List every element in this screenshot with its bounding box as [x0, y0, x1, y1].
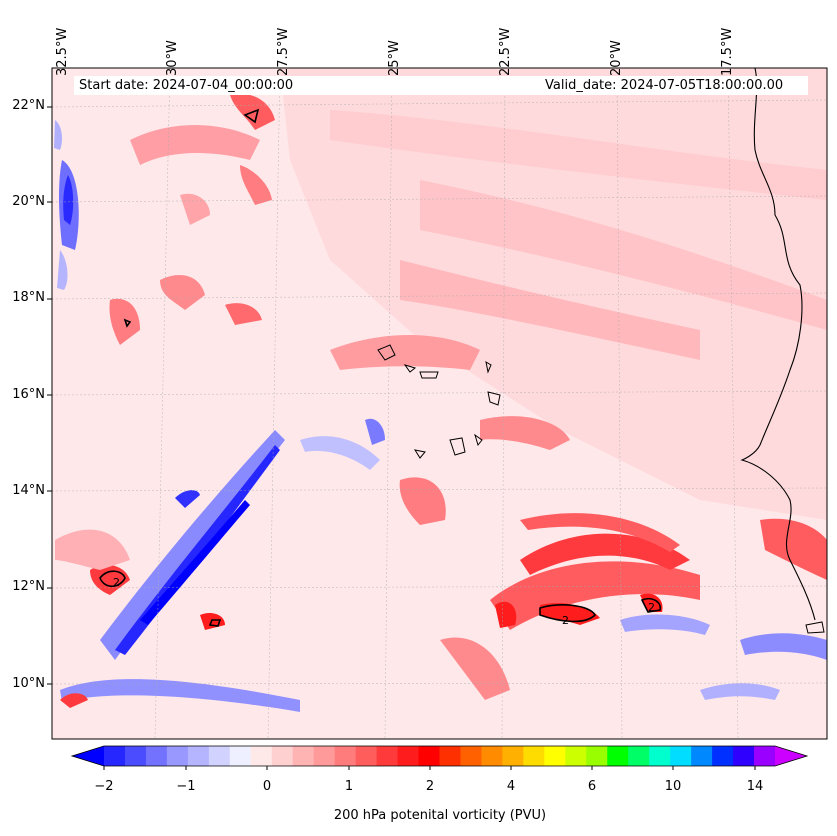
- colorbar-swatch: [439, 746, 461, 766]
- colorbar-swatch: [586, 746, 608, 766]
- colorbar-extend-max: [775, 746, 807, 766]
- map-frame: [51, 67, 828, 740]
- islands: [377, 344, 825, 634]
- colorbar-swatch: [271, 746, 294, 766]
- lon-label: 25°W: [387, 40, 402, 76]
- colorbar-swatch: [376, 746, 399, 766]
- colorbar-swatch: [187, 746, 210, 766]
- lat-label: 12°N: [12, 579, 45, 594]
- lat-label: 22°N: [12, 98, 45, 113]
- pv-contours: [99, 108, 662, 627]
- colorbar-swatch: [544, 746, 566, 766]
- lat-label: 20°N: [12, 194, 45, 209]
- colorbar-extend-min: [72, 746, 104, 766]
- colorbar-swatch: [313, 746, 336, 766]
- colorbar-swatch: [628, 746, 650, 766]
- colorbar-swatch: [104, 746, 126, 766]
- colorbar-swatch: [754, 746, 776, 766]
- lat-label: 18°N: [12, 290, 45, 305]
- colorbar-swatch: [502, 746, 524, 766]
- lon-label: 30°W: [165, 40, 180, 76]
- colorbar-swatch: [208, 746, 231, 766]
- contour-label: 2: [562, 614, 569, 627]
- colorbar-tick-label: 4: [506, 779, 516, 794]
- colorbar-swatch: [145, 746, 168, 766]
- colorbar-swatch: [418, 746, 440, 766]
- colorbar-swatch: [565, 746, 587, 766]
- colorbar-swatch: [523, 746, 545, 766]
- lon-label: 20°W: [609, 40, 624, 76]
- colorbar-tick-label: 2: [425, 779, 435, 794]
- coastline: [740, 68, 816, 621]
- lon-label: 17.5°W: [720, 27, 735, 76]
- pv-field: 2 2 2: [52, 68, 827, 739]
- colorbar-swatch: [355, 746, 378, 766]
- valid-date: Valid_date: 2024-07-05T18:00:00.00: [545, 78, 784, 93]
- colorbar-swatch: [733, 746, 755, 766]
- colorbar-outline: [70, 745, 809, 767]
- colorbar-swatch: [124, 746, 147, 766]
- start-date: Start date: 2024-07-04_00:00:00: [79, 78, 294, 93]
- contour-label: 2: [113, 576, 120, 589]
- colorbar-swatch: [166, 746, 189, 766]
- colorbar-swatch: [649, 746, 671, 766]
- lon-label: 27.5°W: [276, 27, 291, 76]
- colorbar-swatch: [607, 746, 629, 766]
- lat-label: 10°N: [12, 676, 45, 691]
- colorbar-swatch: [481, 746, 503, 766]
- colorbar: [70, 745, 809, 770]
- colorbar-swatch: [670, 746, 692, 766]
- colorbar-tick-label: 6: [587, 779, 597, 794]
- colorbar-tick-label: −1: [176, 779, 196, 794]
- date-header-box: [74, 76, 808, 95]
- lon-label: 32.5°W: [55, 27, 70, 76]
- colorbar-swatch: [292, 746, 315, 766]
- colorbar-title: 200 hPa potenital vorticity (PVU): [333, 808, 547, 823]
- colorbar-tick-label: 0: [262, 779, 272, 794]
- colorbar-tick-label: 10: [664, 779, 682, 794]
- lat-label: 16°N: [12, 387, 45, 402]
- colorbar-swatch: [397, 746, 420, 766]
- lon-label: 22.5°W: [498, 27, 513, 76]
- colorbar-swatch: [334, 746, 357, 766]
- colorbar-swatch: [250, 746, 273, 766]
- colorbar-swatch: [691, 746, 713, 766]
- contour-label: 2: [648, 601, 655, 614]
- colorbar-swatch: [229, 746, 252, 766]
- colorbar-tick-label: −2: [94, 779, 114, 794]
- colorbar-swatch: [712, 746, 734, 766]
- colorbar-swatch: [460, 746, 482, 766]
- lat-label: 14°N: [12, 483, 45, 498]
- colorbar-tick-label: 14: [746, 779, 764, 794]
- colorbar-tick-label: 1: [344, 779, 354, 794]
